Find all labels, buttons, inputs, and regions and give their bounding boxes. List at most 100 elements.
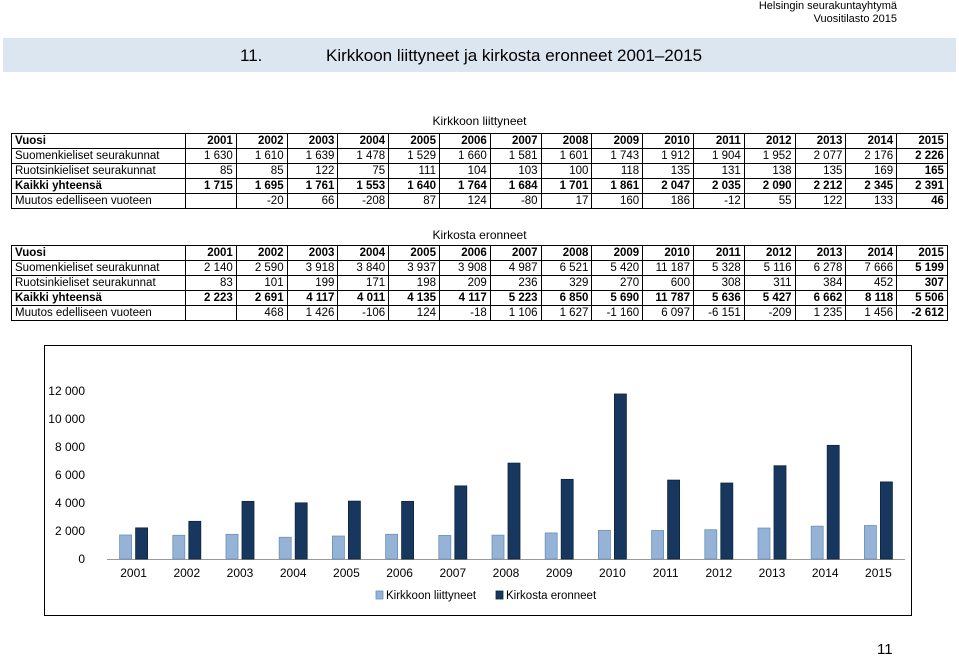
- bar-joined: [704, 529, 718, 560]
- joined-table: Vuosi 2001 2002 2003 2004 2005 2006 2007 2008 200…: [11, 133, 948, 209]
- bar-left: [720, 482, 734, 560]
- y-tick-label: 2 000: [55, 524, 85, 538]
- bar-left: [773, 465, 787, 560]
- table-cell: 66: [286, 193, 339, 209]
- bar-left: [880, 481, 893, 560]
- table-cell: 329: [540, 275, 593, 291]
- table-cell: 2007: [489, 133, 542, 149]
- bar-joined: [331, 535, 345, 560]
- row-label: Muutos edelliseen vuoteen: [11, 305, 186, 321]
- table-cell: 1 529: [388, 148, 440, 164]
- table-cell: 6 097: [642, 305, 694, 321]
- legend-swatch-left: [495, 590, 504, 600]
- table-cell: 186: [642, 193, 694, 209]
- x-tick-label: 2003: [227, 566, 254, 580]
- table-cell: 2006: [438, 133, 491, 149]
- table-cell: 2 090: [743, 178, 796, 194]
- table-cell: 1 904: [692, 148, 745, 164]
- table-cell: 118: [591, 163, 644, 179]
- table-cell: 55: [743, 193, 796, 209]
- table-cell: 135: [794, 163, 847, 179]
- table-cell: 384: [794, 275, 847, 291]
- table-cell: 5 427: [743, 290, 796, 306]
- table-cell: 2004: [337, 245, 390, 261]
- table-cell: 4 117: [438, 290, 491, 306]
- table-cell: -6 151: [692, 305, 745, 321]
- legend-label-joined: Kirkkoon liittyneet: [386, 590, 477, 602]
- table-cell: 5 328: [692, 260, 745, 276]
- x-tick-label: 2006: [386, 566, 413, 580]
- table-cell: 5 420: [591, 260, 644, 276]
- table-cell: 1 627: [540, 305, 593, 321]
- x-tick-label: 2005: [333, 566, 360, 580]
- table-cell: 103: [489, 163, 542, 179]
- bar-joined: [810, 525, 824, 560]
- table-cell: 1 761: [286, 178, 339, 194]
- table-cell: 1 715: [185, 178, 237, 194]
- table-cell: 1 640: [388, 178, 440, 194]
- x-tick-label: 2013: [759, 566, 786, 580]
- table-cell: 1 764: [438, 178, 491, 194]
- bar-joined: [598, 529, 611, 560]
- table-cell: -1 160: [591, 305, 644, 321]
- row-label: Suomenkieliset seurakunnat: [11, 148, 186, 164]
- table-cell: 2 691: [235, 290, 288, 306]
- table-cell: 138: [743, 163, 796, 179]
- x-tick-label: 2009: [546, 566, 573, 580]
- table-cell: 2010: [642, 133, 694, 149]
- table-cell: 2 212: [794, 178, 847, 194]
- table-cell: 4 117: [286, 290, 339, 306]
- table-cell: -106: [337, 305, 390, 321]
- table-cell: 2003: [286, 245, 339, 261]
- table-cell: 2 047: [642, 178, 694, 194]
- table-cell: 2 176: [845, 148, 898, 164]
- bar-left: [401, 500, 415, 560]
- chart-panel: 0 2 000 4 000 6 000 8 000 10 000 12 000 2001 200…: [44, 345, 912, 616]
- table-cell: 199: [286, 275, 339, 291]
- table-cell: 270: [591, 275, 644, 291]
- table-row: Ruotsinkieliset seurakunnat 83 101 199 171 19…: [11, 275, 948, 291]
- table-cell: 85: [235, 163, 288, 179]
- table-cell: 2012: [743, 245, 796, 261]
- table-cell: 133: [845, 193, 898, 209]
- table-cell: 111: [388, 163, 440, 179]
- table-cell: 1 610: [235, 148, 288, 164]
- x-tick-label: 2012: [705, 566, 732, 580]
- table-cell: -12: [692, 193, 745, 209]
- table-cell: 131: [692, 163, 745, 179]
- bar-joined: [172, 534, 186, 560]
- table-cell: 2 077: [794, 148, 847, 164]
- table-cell: 1 553: [337, 178, 390, 194]
- table-cell: 104: [438, 163, 491, 179]
- bar-joined: [438, 535, 452, 560]
- table-cell: 165: [896, 163, 948, 179]
- table-cell: 209: [438, 275, 491, 291]
- y-tick-label: 12 000: [48, 384, 85, 398]
- row-label: Kaikki yhteensä: [11, 290, 186, 306]
- table-cell: 1 701: [540, 178, 593, 194]
- table-row: Vuosi 2001 2002 2003 2004 2005 2006 2007 2008 200…: [11, 133, 948, 149]
- bar-left: [560, 478, 574, 560]
- y-tick-label: 0: [78, 552, 85, 566]
- table-cell: 6 662: [794, 290, 847, 306]
- table-cell: 11 787: [642, 290, 694, 306]
- legend-swatch-joined: [375, 590, 384, 600]
- table-cell: [185, 305, 237, 321]
- table-cell: 2009: [591, 133, 644, 149]
- table-cell: 2015: [896, 245, 948, 261]
- bar-joined: [651, 530, 664, 560]
- y-tick-label: 4 000: [55, 496, 85, 510]
- x-tick-label: 2001: [120, 566, 147, 580]
- table-cell: 5 223: [489, 290, 542, 306]
- table-cell: 1 478: [337, 148, 390, 164]
- x-tick-label: 2004: [280, 566, 307, 580]
- table-cell: 5 116: [743, 260, 796, 276]
- x-tick-label: 2002: [173, 566, 200, 580]
- table-cell: 308: [692, 275, 745, 291]
- x-tick-label: 2010: [599, 566, 626, 580]
- table-cell: 2014: [845, 245, 898, 261]
- table-cell: 11 187: [642, 260, 694, 276]
- table-cell: 3 937: [388, 260, 440, 276]
- row-label: Suomenkieliset seurakunnat: [11, 260, 186, 276]
- table-cell: [185, 193, 237, 209]
